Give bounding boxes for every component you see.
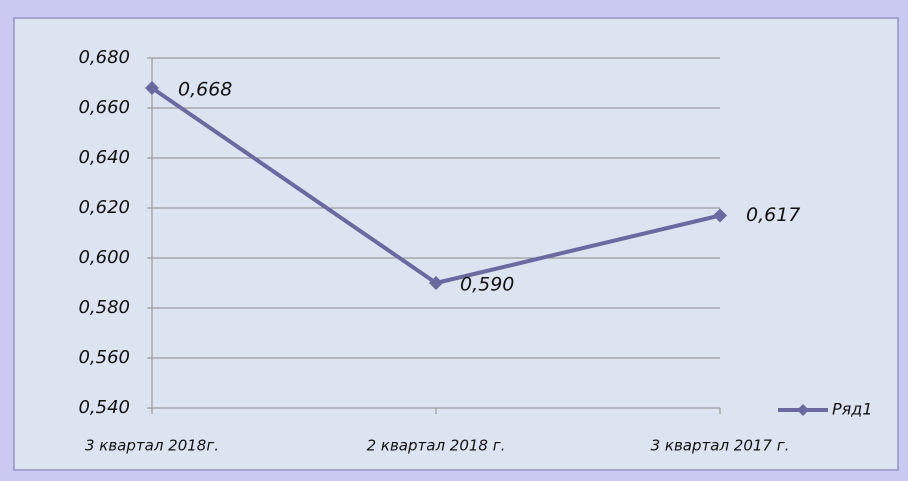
y-tick-label: 0,620 bbox=[78, 197, 130, 218]
x-tick-label: 3 квартал 2017 г. bbox=[651, 437, 790, 455]
x-tick-label: 2 квартал 2018 г. bbox=[367, 437, 506, 455]
value-label: 0,617 bbox=[746, 204, 800, 226]
y-tick-label: 0,680 bbox=[78, 47, 130, 68]
value-label: 0,590 bbox=[460, 274, 514, 296]
legend-label: Ряд1 bbox=[832, 400, 873, 419]
y-tick-label: 0,580 bbox=[78, 297, 130, 318]
legend-marker bbox=[797, 404, 809, 416]
y-tick-label: 0,660 bbox=[78, 97, 130, 118]
point bbox=[713, 208, 727, 223]
y-tick-label: 0,540 bbox=[78, 397, 130, 418]
point bbox=[145, 81, 159, 95]
chart-area bbox=[13, 17, 899, 471]
point bbox=[429, 276, 443, 290]
y-tick-label: 0,640 bbox=[78, 147, 130, 168]
x-tick-label: 3 квартал 2018г. bbox=[85, 437, 219, 455]
y-tick-label: 0,560 bbox=[78, 347, 130, 368]
value-label: 0,668 bbox=[178, 79, 232, 101]
y-tick-label: 0,600 bbox=[78, 247, 130, 268]
